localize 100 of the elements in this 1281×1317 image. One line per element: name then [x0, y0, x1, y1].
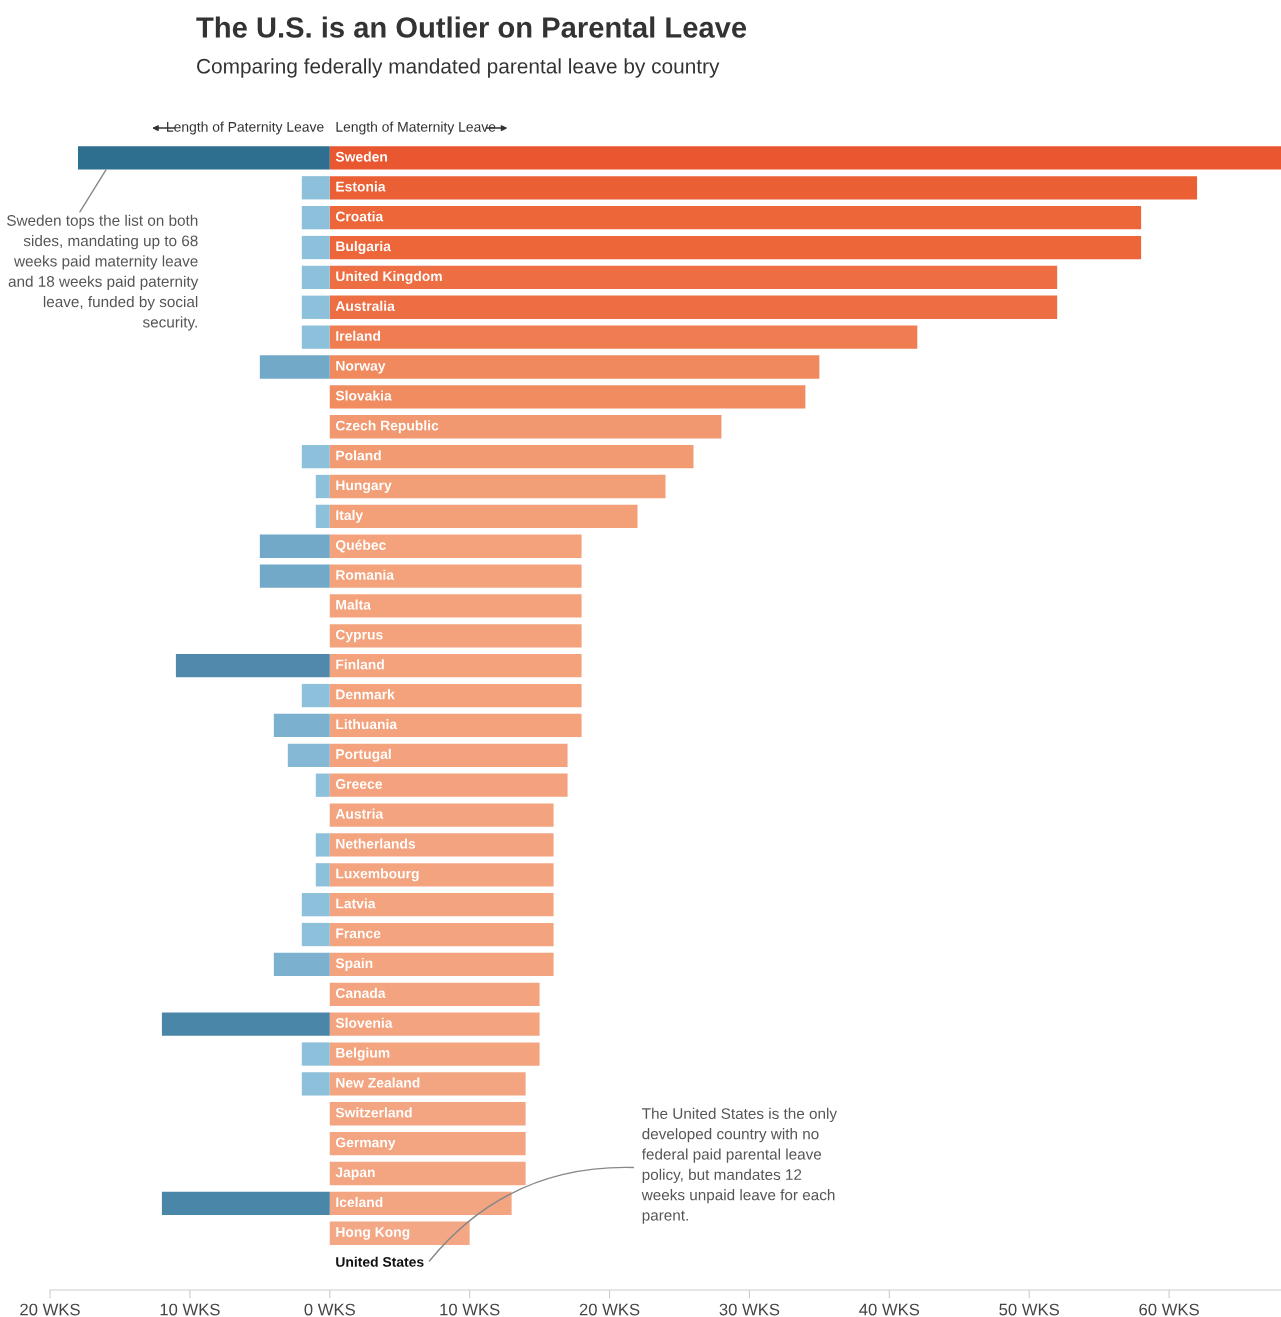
y-tick-label: Hungary: [336, 480, 392, 493]
bar: [301, 235, 330, 260]
bar: [329, 355, 820, 379]
x-tick-label: 10 WKS: [440, 1303, 500, 1316]
bar: [329, 773, 568, 797]
bar: [301, 176, 330, 200]
y-tick-label: Sweden: [335, 151, 387, 162]
y-tick-label: Belgium: [336, 1047, 390, 1061]
y-tick-label: Switzerland: [335, 1107, 412, 1118]
y-tick-label: Estonia: [336, 181, 386, 192]
y-tick-label: Germany: [335, 1137, 396, 1151]
y-tick-label: Spain: [335, 957, 373, 971]
bar: [259, 534, 330, 558]
annotation: The United States is the only developed country with no federal paid parental leave policy, but mandates 12 weeks unpaid leave for each parent.: [641, 1107, 838, 1224]
y-tick-label: Norway: [336, 361, 386, 374]
bar: [329, 504, 638, 529]
y-tick-label: Romania: [336, 569, 395, 580]
y-tick-label: Québec: [335, 539, 386, 553]
annotation: Sweden tops the list on both sides, mandating up to 68 weeks paid maternity leave and 18 weeks paid paternity leave, funded by social security.: [7, 214, 199, 331]
x-tick-label: 60 WKS: [1139, 1303, 1199, 1316]
bar: [329, 713, 582, 738]
bar: [301, 922, 330, 947]
y-tick-label: Australia: [335, 300, 395, 311]
bar: [329, 325, 918, 349]
bar: [329, 803, 554, 827]
bar: [329, 444, 694, 469]
bar: [273, 713, 330, 738]
bar: [329, 624, 582, 648]
x-tick-label: 10 WKS: [160, 1303, 220, 1316]
y-tick-label: Austria: [335, 808, 384, 819]
y-tick-label: Czech Republic: [335, 420, 439, 434]
text: Length of Paternity Leave: [167, 121, 324, 135]
x-tick-label: 40 WKS: [859, 1303, 920, 1316]
bar: [329, 683, 582, 708]
y-tick-label: Italy: [336, 509, 364, 523]
bar: [301, 265, 330, 290]
bar: [315, 833, 330, 857]
bar: [329, 863, 554, 887]
chart-title: The U.S. is an Outlier on Parental Leave: [196, 16, 747, 38]
bar: [301, 1072, 330, 1096]
bar: [329, 146, 1281, 170]
bar: [315, 863, 330, 887]
bar: [301, 206, 330, 230]
bar: [329, 833, 554, 857]
bar: [329, 952, 554, 977]
bar: [329, 385, 806, 409]
chart-subtitle: Comparing federally mandated parental leave by country: [197, 58, 720, 78]
bar: [329, 206, 1142, 230]
bar: [329, 564, 582, 588]
bar: [161, 1012, 330, 1036]
x-tick-label: 20 WKS: [20, 1303, 80, 1316]
y-tick-label: France: [336, 928, 381, 939]
bar: [161, 1191, 330, 1216]
y-tick-label: Japan: [335, 1167, 375, 1180]
bar: [329, 1042, 540, 1066]
y-tick-label: Canada: [335, 987, 386, 999]
y-tick-label: United Kingdom: [336, 270, 442, 284]
bar: [301, 1042, 330, 1066]
bar: [329, 235, 1142, 260]
bar: [329, 594, 582, 618]
bar: [329, 654, 582, 678]
bar: [329, 743, 568, 767]
bar: [329, 415, 722, 439]
bar: [315, 504, 330, 529]
bar: [287, 743, 330, 767]
bar: [301, 325, 330, 349]
y-tick-label: Netherlands: [336, 838, 416, 849]
x-tick-label: 30 WKS: [719, 1303, 780, 1316]
y-tick-label: Hong Kong: [336, 1227, 410, 1240]
y-tick-label: Bulgaria: [336, 241, 392, 255]
y-tick-label: Lithuania: [336, 718, 398, 730]
y-tick-label: Croatia: [335, 211, 384, 222]
bar: [329, 265, 1058, 290]
y-tick-label: Slovenia: [335, 1017, 393, 1028]
bar: [175, 654, 330, 678]
y-tick-label: Latvia: [336, 898, 376, 909]
x-tick-label: 20 WKS: [579, 1303, 640, 1316]
x-tick-label: 0 WKS: [304, 1303, 355, 1316]
bar: [329, 1072, 526, 1096]
y-tick-label: Slovakia: [335, 390, 392, 401]
bar: [301, 444, 330, 469]
bar: [329, 922, 554, 947]
y-tick-label: Malta: [336, 599, 371, 610]
bar: [301, 683, 330, 708]
bar: [329, 1012, 540, 1036]
bar: [329, 534, 582, 558]
y-tick-label: United States: [336, 1256, 424, 1267]
y-tick-label: Portugal: [336, 748, 391, 762]
bar: [259, 564, 330, 588]
y-tick-label: Cyprus: [335, 629, 383, 643]
y-tick-label: Ireland: [336, 330, 380, 341]
bar: [301, 893, 330, 917]
bar: [315, 474, 330, 499]
bar: [329, 1161, 526, 1186]
bar: [77, 146, 330, 170]
y-tick-label: Greece: [335, 779, 382, 789]
bar: [329, 474, 666, 499]
bar: [329, 295, 1058, 319]
bar: [315, 773, 330, 797]
x-tick-label: 50 WKS: [999, 1303, 1060, 1316]
